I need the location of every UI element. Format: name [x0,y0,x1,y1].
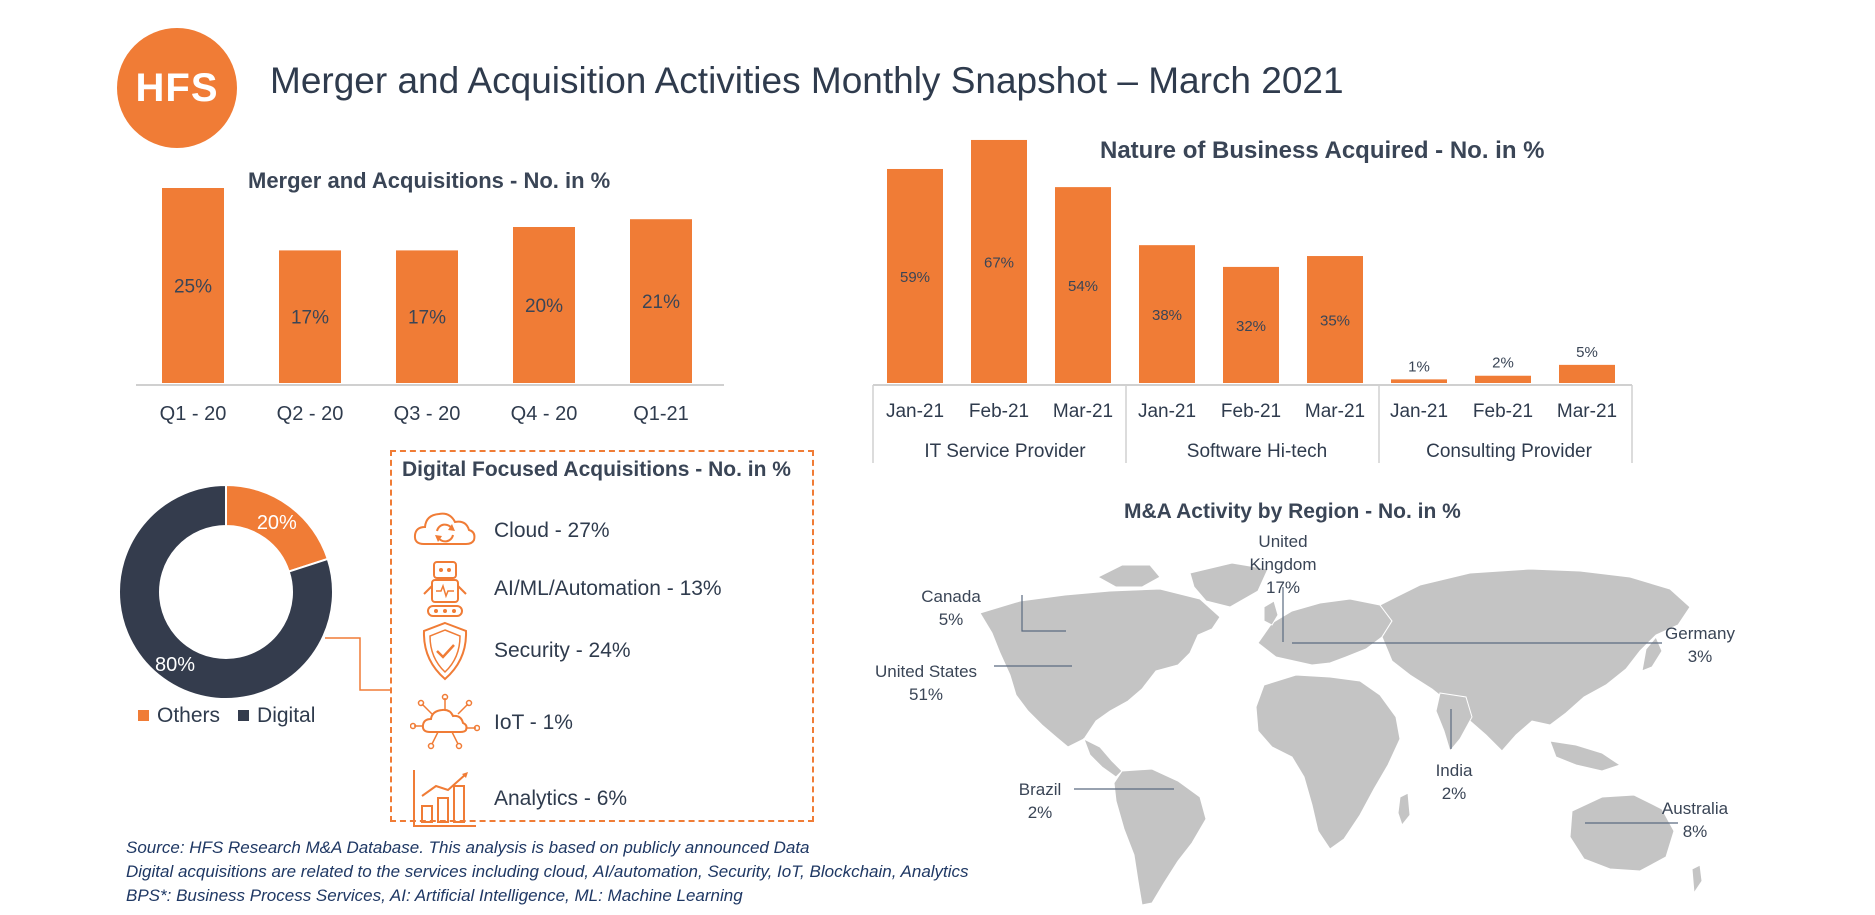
nature-of-business-tick-label: Jan-21 [1390,401,1448,422]
world-map-land [979,562,1703,906]
robot-icon [423,561,467,617]
bar-chart-icon [413,770,476,827]
legend-item-others: Others [138,704,220,728]
region-label-india: India 2% [1435,761,1473,803]
nature-of-business-data-label: 67% [984,254,1014,271]
map-leader-lines [994,587,1678,824]
ma-quarterly-data-label: 17% [291,308,329,329]
digital-item-iot: IoT - 1% [410,692,573,754]
source-line: BPS*: Business Process Services, AI: Art… [126,886,743,905]
ma-quarterly-bar [396,250,458,383]
ma-quarterly-tick-label: Q1 - 20 [160,403,227,425]
nature-of-business-group-label: Software Hi-tech [1187,441,1327,462]
ma-quarterly-data-label: 20% [525,296,563,317]
region-label-australia: Australia 8% [1661,799,1729,841]
digital-share-donut: 20% 80% [118,483,390,700]
digital-item-analytics: Analytics - 6% [410,768,627,830]
region-label-brazil: Brazil 2% [1018,780,1062,822]
source-notes: Source: HFS Research M&A Database. This … [126,836,969,908]
nature-of-business-bar [1307,256,1363,383]
nature-of-business-tick-label: Feb-21 [1221,401,1281,422]
region-label-united-kingdom: United Kingdom 17% [1249,532,1317,597]
donut-slice-digital [118,483,334,700]
ma-quarterly-tick-label: Q2 - 20 [277,403,344,425]
shield-check-icon [422,621,468,681]
ma-quarterly-tick-label: Q1-21 [633,403,689,425]
nature-of-business-data-label: 32% [1236,318,1266,335]
region-label-germany: Germany 3% [1665,624,1735,666]
region-label-canada: Canada 5% [921,587,981,629]
legend-label-others: Others [157,704,221,727]
nature-of-business-tick-label: Feb-21 [969,401,1029,422]
ma-quarterly-data-label: 25% [174,277,212,298]
digital-item-ai: AI/ML/Automation - 13% [410,558,722,620]
legend-swatch-digital [238,710,250,721]
nature-of-business-bar [971,139,1027,383]
nature-of-business-tick-label: Jan-21 [1138,401,1196,422]
digital-item-label: Cloud - 27% [494,519,610,542]
ma-quarterly-chart: 25% Q1 - 20 17% Q2 - 20 17% Q3 - 20 20% Q4 - 20… [136,188,724,425]
source-line: Source: HFS Research M&A Database. This … [126,838,810,857]
nature-of-business-bar [1139,245,1195,383]
nature-of-business-group-label: IT Service Provider [924,441,1086,462]
region-label-united-states: United States 51% [874,662,978,704]
donut-legend: Others Digital [138,704,315,728]
nature-of-business-bar [1391,379,1447,383]
digital-item-label: AI/ML/Automation - 13% [494,577,722,600]
nature-of-business-data-label: 2% [1492,355,1514,372]
nature-of-business-bar [887,168,943,383]
hfs-logo: HFS [117,28,237,148]
source-line: Digital acquisitions are related to the … [126,862,969,881]
cloud-sync-icon [413,512,476,545]
nature-of-business-tick-label: Feb-21 [1473,401,1533,422]
donut-data-label: 80% [155,654,195,676]
donut-connector [325,637,390,691]
nature-of-business-bar [1055,187,1111,383]
nature-of-business-bar [1475,375,1531,383]
digital-focused-title: Digital Focused Acquisitions - No. in % [402,458,791,481]
ma-quarterly-tick-label: Q4 - 20 [511,403,578,425]
legend-label-digital: Digital [257,704,316,727]
nature-of-business-title: Nature of Business Acquired - No. in % [1100,137,1545,164]
donut-data-label: 20% [257,512,297,534]
nature-of-business-data-label: 35% [1320,313,1350,330]
digital-item-security: Security - 24% [410,620,631,682]
nature-of-business-tick-label: Mar-21 [1053,401,1113,422]
ma-quarterly-bar [279,250,341,383]
nature-of-business-data-label: 54% [1068,278,1098,295]
nature-of-business-data-label: 59% [900,269,930,286]
ma-quarterly-tick-label: Q3 - 20 [394,403,461,425]
nature-of-business-tick-label: Mar-21 [1305,401,1365,422]
page-title: Merger and Acquisition Activities Monthl… [270,60,1344,101]
legend-item-digital: Digital [238,704,315,728]
digital-item-label: Analytics - 6% [494,787,628,810]
nature-of-business-data-label: 1% [1408,358,1430,375]
region-title: M&A Activity by Region - No. in % [1124,500,1461,523]
ma-quarterly-title: Merger and Acquisitions - No. in % [248,168,611,193]
ma-quarterly-bar [162,188,224,383]
digital-item-cloud: Cloud - 27% [410,500,610,562]
digital-item-label: IoT - 1% [494,711,573,734]
world-map [979,562,1703,906]
nature-of-business-tick-label: Jan-21 [886,401,944,422]
ma-quarterly-data-label: 21% [642,292,680,313]
ma-quarterly-data-label: 17% [408,308,446,329]
legend-swatch-others [138,710,149,721]
nature-of-business-tick-label: Mar-21 [1557,401,1617,422]
nature-of-business-bar [1223,266,1279,383]
nature-of-business-data-label: 38% [1152,307,1182,324]
iot-cloud-icon [410,693,480,750]
nature-of-business-chart: 59% 67% 54% 38% 32% 35% 1% 2% 5% Jan-21 Feb-21 Mar… [872,139,1633,463]
digital-focused-panel: Digital Focused Acquisitions - No. in % … [390,450,814,827]
nature-of-business-group-label: Consulting Provider [1426,441,1592,462]
nature-of-business-data-label: 5% [1576,344,1598,361]
digital-item-label: Security - 24% [494,639,631,662]
ma-quarterly-bar [513,227,575,383]
nature-of-business-bar [1559,364,1615,383]
ma-quarterly-bar [630,219,692,383]
